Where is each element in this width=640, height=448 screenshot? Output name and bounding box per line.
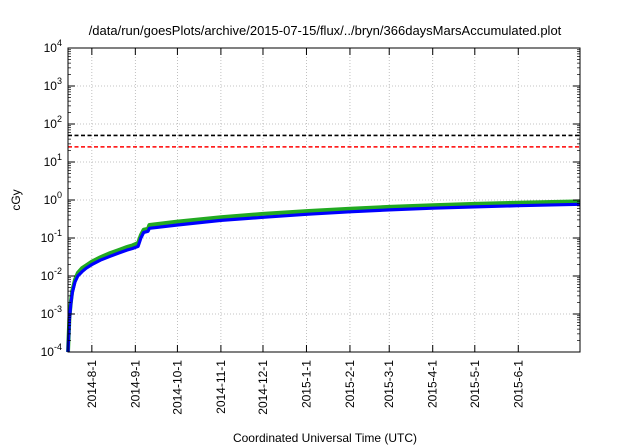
y-tick-label: 104 xyxy=(44,38,62,55)
x-tick-label: 2014-12-1 xyxy=(256,360,270,415)
x-tick-label: 2015-3-1 xyxy=(382,360,396,408)
x-tick-label: 2015-1-1 xyxy=(299,360,313,408)
y-tick-label: 10-3 xyxy=(41,304,62,321)
grid xyxy=(68,48,580,352)
x-tick-label: 2014-11-1 xyxy=(214,360,228,414)
x-axis-ticks: 2014-8-1 2014-9-1 2014-10-1 2014-11-1 2014-1… xyxy=(85,48,525,415)
series-line-2 xyxy=(66,202,581,353)
x-tick-label: 2014-9-1 xyxy=(128,360,142,408)
y-tick-label: 10-4 xyxy=(41,342,62,359)
series-line-1 xyxy=(66,199,581,353)
y-tick-label: 100 xyxy=(44,190,62,207)
x-tick-label: 2015-2-1 xyxy=(343,360,357,408)
y-axis-ticks: 10-4 10-3 10-2 10-1 100 101 102 103 104 xyxy=(41,38,580,359)
x-tick-label: 2015-6-1 xyxy=(511,360,525,408)
y-tick-label: 103 xyxy=(44,76,62,93)
x-tick-label: 2015-5-1 xyxy=(468,360,482,408)
y-tick-label: 10-2 xyxy=(41,266,62,283)
x-axis-label: Coordinated Universal Time (UTC) xyxy=(233,431,417,445)
y-tick-label: 101 xyxy=(44,152,62,169)
y-tick-label: 10-1 xyxy=(41,228,62,245)
chart-title: /data/run/goesPlots/archive/2015-07-15/f… xyxy=(89,23,562,38)
x-tick-label: 2014-8-1 xyxy=(85,360,99,408)
y-tick-label: 102 xyxy=(44,114,62,131)
series-group xyxy=(66,199,581,353)
y-axis-label: cGy xyxy=(9,189,23,210)
x-tick-label: 2014-10-1 xyxy=(170,360,184,415)
x-tick-label: 2015-4-1 xyxy=(426,360,440,408)
reference-lines xyxy=(68,134,580,148)
